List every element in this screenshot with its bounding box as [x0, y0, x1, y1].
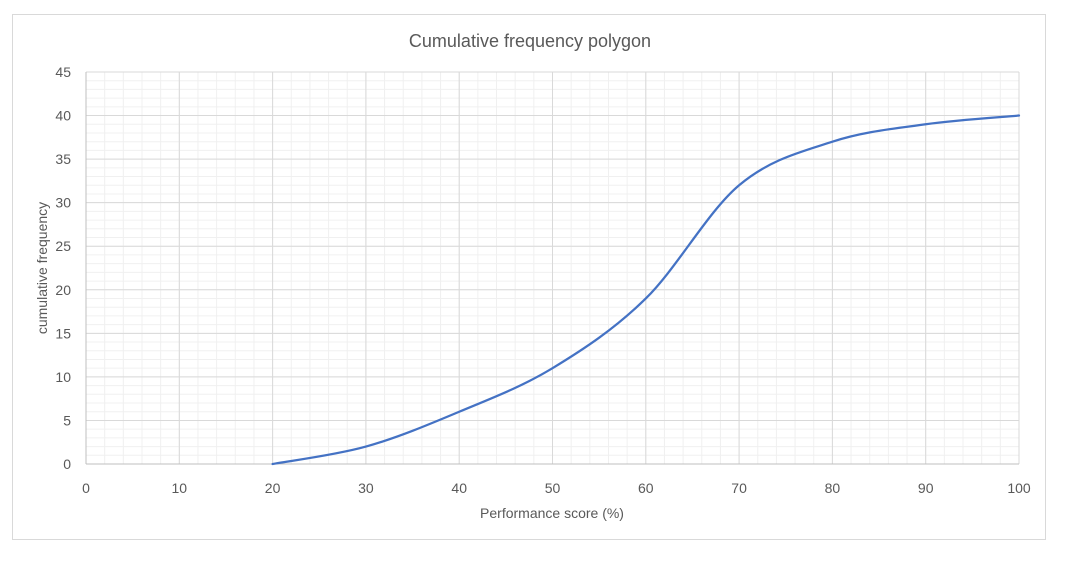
- y-tick-label: 20: [55, 282, 71, 298]
- x-tick-label: 40: [451, 480, 467, 496]
- y-tick-label: 45: [55, 64, 71, 80]
- x-tick-label: 100: [1007, 480, 1031, 496]
- x-tick-label: 50: [545, 480, 561, 496]
- y-tick-label: 35: [55, 151, 71, 167]
- x-tick-label: 10: [172, 480, 188, 496]
- x-tick-label: 20: [265, 480, 281, 496]
- y-tick-label: 0: [63, 456, 71, 472]
- y-tick-label: 40: [55, 108, 71, 124]
- chart-area: [12, 14, 1046, 540]
- chart-title: Cumulative frequency polygon: [409, 31, 651, 51]
- axes: [85, 72, 1019, 465]
- y-tick-label: 30: [55, 195, 71, 211]
- x-axis-ticks: 0 10 20 30 40 50 60 70 80 90 100: [82, 480, 1031, 496]
- y-axis-label: cumulative frequency: [34, 202, 50, 334]
- y-tick-label: 15: [55, 325, 71, 341]
- x-tick-label: 90: [918, 480, 934, 496]
- x-tick-label: 80: [825, 480, 841, 496]
- y-tick-label: 5: [63, 412, 71, 428]
- y-tick-label: 10: [55, 369, 71, 385]
- x-tick-label: 70: [731, 480, 747, 496]
- y-tick-label: 25: [55, 238, 71, 254]
- x-axis-label: Performance score (%): [480, 505, 624, 521]
- series-group: [271, 114, 1021, 466]
- x-tick-label: 60: [638, 480, 654, 496]
- x-tick-label: 0: [82, 480, 90, 496]
- x-tick-label: 30: [358, 480, 374, 496]
- series-line: [271, 114, 1021, 466]
- y-axis-ticks: 0 5 10 15 20 25 30 35 40 45: [55, 64, 71, 472]
